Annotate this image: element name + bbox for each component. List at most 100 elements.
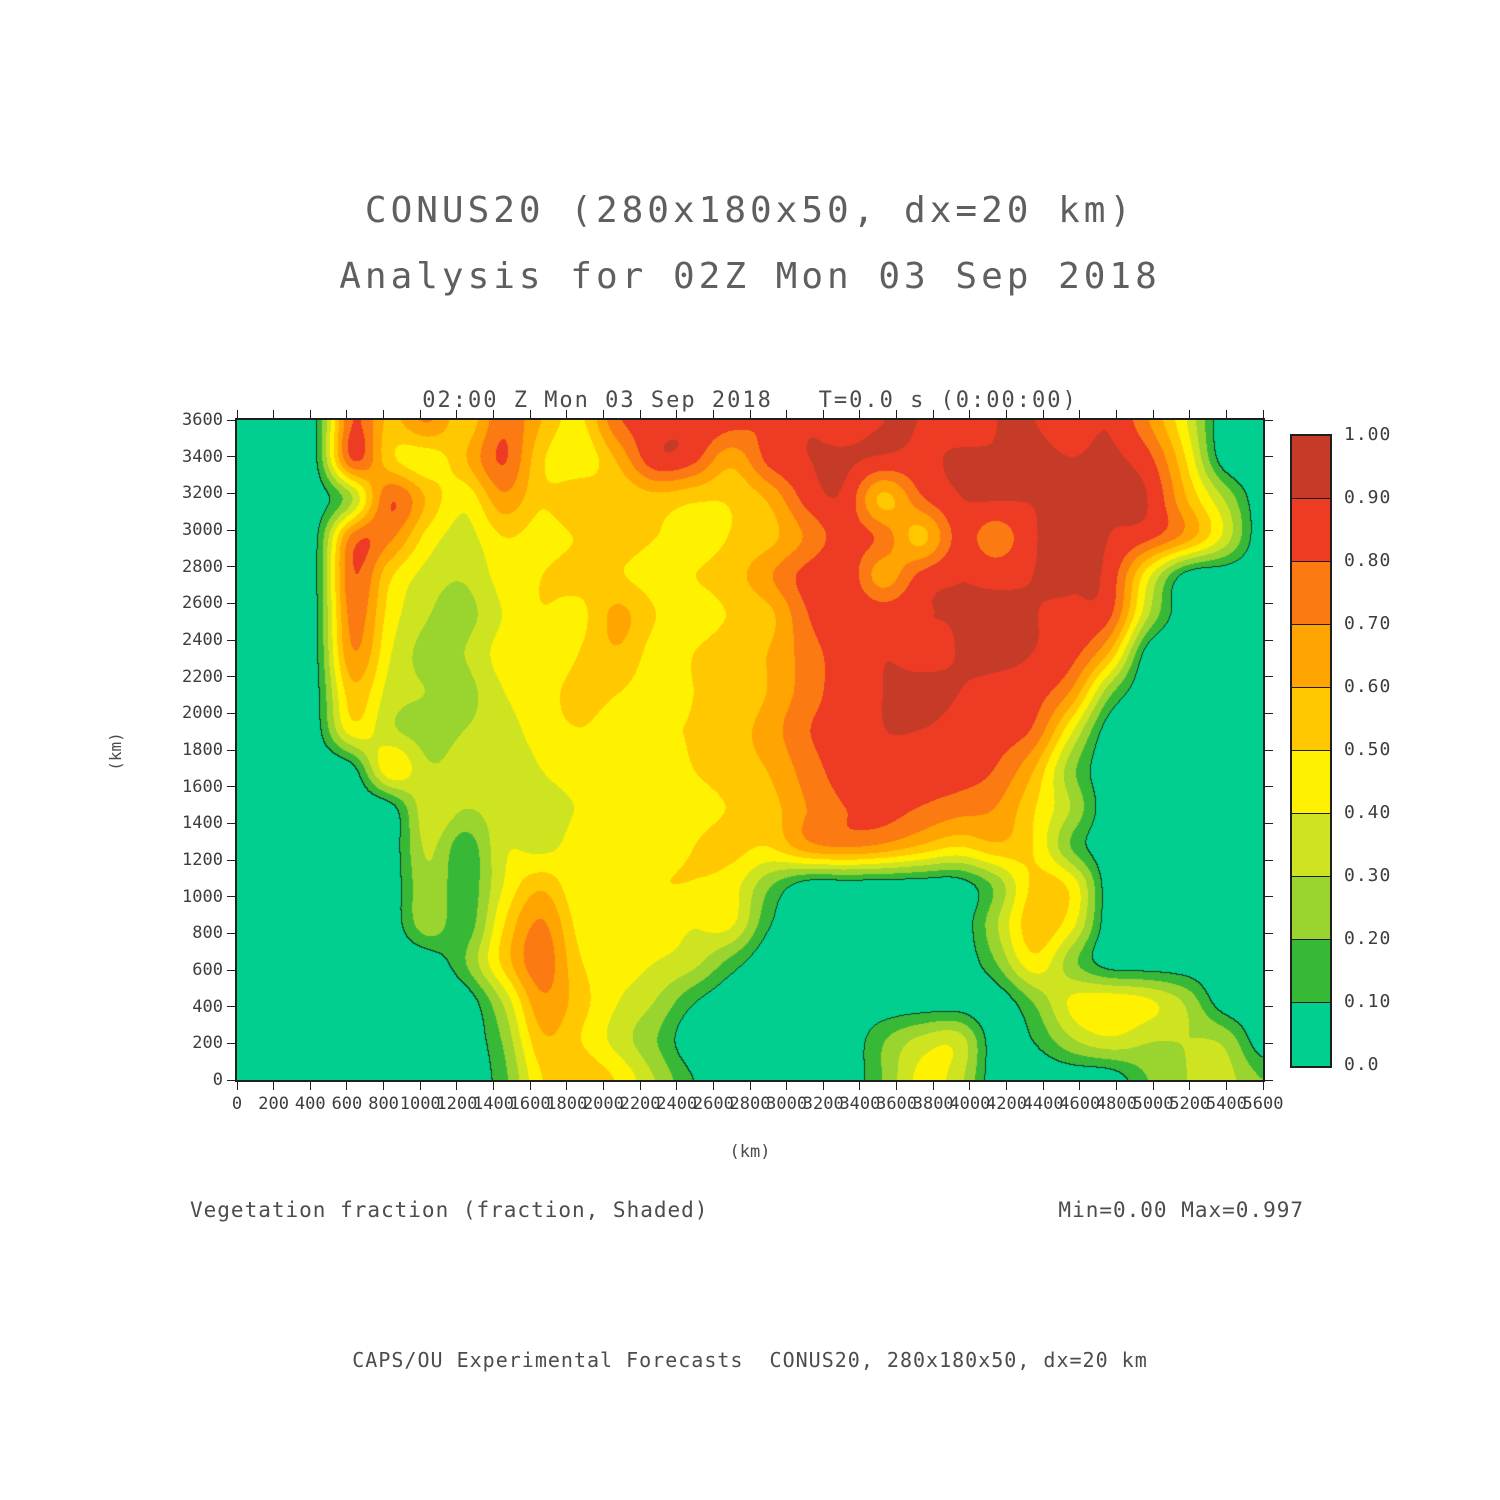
y-axis-tick [1265,749,1273,751]
y-axis-tick [1265,1042,1273,1044]
y-axis-tick [1265,529,1273,531]
x-axis-tick-label: 1200 [436,1094,478,1114]
y-axis-tick-label: 0 [212,1070,223,1090]
x-axis-tick [1262,1082,1264,1090]
x-axis-tick [1115,1082,1117,1090]
colorbar-cell [1292,436,1330,499]
y-axis-tick [1265,602,1273,604]
y-axis-tick-label: 2400 [182,630,223,650]
field-label: Vegetation fraction (fraction, Shaded) [190,1198,709,1222]
y-axis-tick-label: 1600 [182,776,223,797]
x-axis-tick-label: 4400 [1022,1094,1064,1114]
y-axis-tick-label: 400 [192,996,223,1017]
x-axis-tick-label: 1400 [473,1094,514,1114]
x-axis-tick [969,1082,971,1090]
colorbar-tick-label: 0.10 [1344,991,1392,1012]
x-axis-tick [273,1082,275,1090]
x-axis-tick [969,410,971,418]
x-axis-tick [566,1082,568,1090]
y-axis-tick-label: 600 [192,960,223,980]
x-axis-tick-label: 2600 [692,1094,734,1114]
y-axis-tick-label: 3400 [182,446,223,467]
x-axis-tick [676,1082,678,1090]
x-axis-tick-label: 3000 [766,1094,808,1114]
x-axis-tick [1042,410,1044,418]
colorbar-cell [1292,877,1330,940]
y-axis-tick [1265,676,1273,678]
x-axis-tick [749,410,751,418]
x-axis-tick [1079,410,1081,418]
x-axis-tick-label: 5200 [1169,1094,1211,1114]
x-axis-tick [566,410,568,418]
x-axis-tick [896,1082,898,1090]
y-axis-tick [227,822,235,824]
x-axis-tick [383,410,385,418]
y-axis-tick [1265,896,1273,898]
x-axis-tick [493,1082,494,1090]
colorbar-cell [1292,1003,1330,1066]
y-axis-tick [1265,1079,1273,1081]
x-axis-tick [419,410,421,418]
x-axis-tick [859,410,861,418]
x-axis-tick-label: 5000 [1132,1094,1174,1114]
y-axis-tick [227,932,235,934]
x-axis-tick-label: 5600 [1242,1094,1284,1114]
y-axis-tick [1265,786,1273,788]
x-axis-tick [639,1082,641,1090]
y-axis-tick-label: 3000 [182,520,223,540]
colorbar-cell [1292,562,1330,625]
x-axis-tick [602,1082,604,1090]
x-axis-tick [309,410,311,418]
y-axis-tick-label: 3600 [182,410,223,430]
y-axis-tick [1265,932,1273,934]
y-axis-tick [227,712,235,714]
x-axis-tick-label: 4000 [949,1094,991,1114]
x-axis-tick [639,410,641,418]
x-axis-tick [1152,1082,1154,1090]
x-axis-tick [932,410,934,418]
x-axis-tick [932,1082,934,1090]
x-axis-tick [676,410,678,418]
x-axis-tick [1189,1082,1191,1090]
footer-text: CAPS/OU Experimental Forecasts CONUS20, … [352,1348,1148,1372]
x-axis-tick [1006,410,1007,418]
colorbar-tick-label: 0.90 [1344,487,1392,508]
y-axis-tick [227,566,235,568]
x-axis-tick [1006,1082,1007,1090]
x-axis-tick [236,1082,238,1090]
x-axis-tick [712,1082,714,1090]
y-axis-tick-label: 2200 [182,666,223,687]
colorbar-tick-label: 0.20 [1344,928,1392,949]
colorbar-tick-label: 0.0 [1344,1054,1380,1075]
x-axis-tick [822,1082,824,1090]
x-axis-title: (km) [729,1142,771,1162]
minmax-label: Min=0.00 Max=0.997 [1058,1198,1304,1222]
x-axis-tick-label: 2200 [619,1094,661,1114]
x-axis-tick-label: 2400 [656,1094,698,1114]
x-axis-tick-label: 5400 [1205,1094,1247,1114]
x-axis-tick [1262,410,1264,418]
y-axis-tick-label: 2800 [182,556,223,577]
x-axis-tick-label: 3400 [839,1094,881,1114]
y-axis-tick [227,859,235,861]
y-axis-tick-label: 1000 [182,886,223,907]
plot-area [235,418,1265,1082]
x-axis-tick [346,410,348,418]
y-axis-tick [227,786,235,788]
page-title-line2: Analysis for 02Z Mon 03 Sep 2018 [339,256,1161,297]
y-axis-tick-label: 2000 [182,703,223,724]
x-axis-tick-label: 800 [368,1094,399,1114]
x-axis-tick-label: 1800 [546,1094,588,1114]
colorbar-tick-label: 0.30 [1344,865,1392,886]
y-axis-tick [1265,639,1273,641]
y-axis-tick-label: 200 [192,1033,223,1054]
colorbar-tick-label: 0.40 [1344,802,1392,823]
x-axis-tick [786,410,788,418]
y-axis-title: (km) [105,732,125,771]
colorbar-cell [1292,751,1330,814]
x-axis-tick [529,410,531,418]
colorbar-cell [1292,940,1330,1003]
x-axis-tick [236,410,238,418]
y-axis-tick [1265,492,1273,494]
y-axis-tick-label: 1800 [182,740,223,760]
